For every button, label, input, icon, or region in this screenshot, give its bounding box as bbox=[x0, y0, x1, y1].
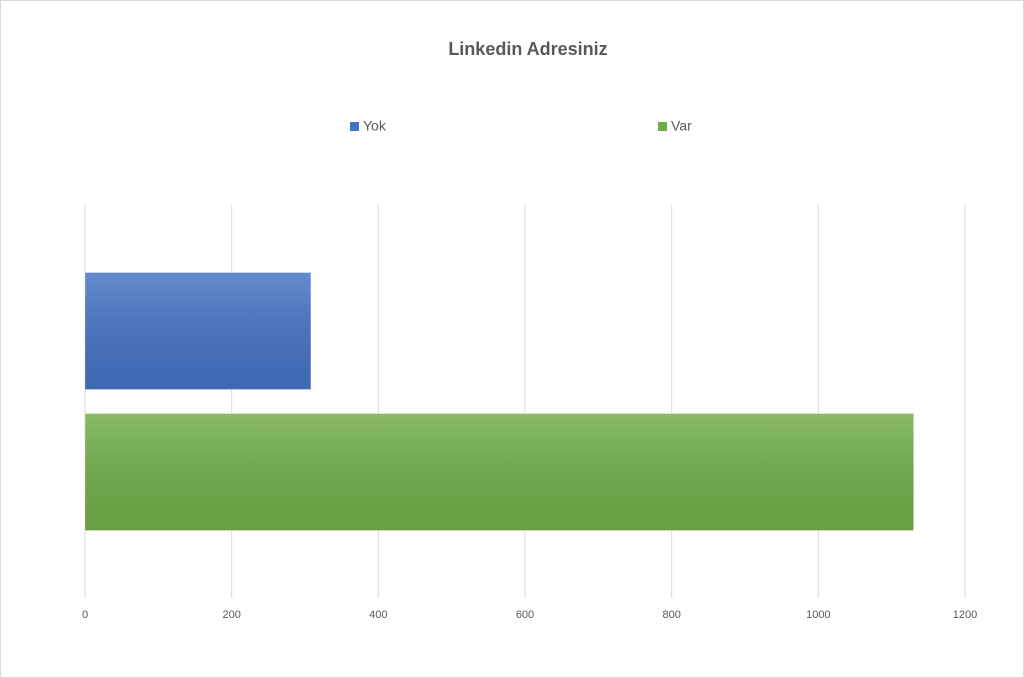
x-tick-label: 600 bbox=[516, 609, 534, 621]
x-tick-label: 1200 bbox=[953, 609, 977, 621]
chart-title: Linkedin Adresiniz bbox=[448, 39, 607, 59]
legend-swatch bbox=[658, 122, 667, 131]
x-tick-label: 400 bbox=[369, 609, 387, 621]
legend-label: Yok bbox=[363, 118, 387, 134]
x-tick-label: 0 bbox=[82, 609, 88, 621]
legend-swatch bbox=[350, 122, 359, 131]
legend-label: Var bbox=[671, 118, 692, 134]
x-tick-label: 200 bbox=[222, 609, 240, 621]
bar-sheen bbox=[85, 413, 914, 531]
bar-sheen bbox=[85, 272, 311, 390]
x-tick-label: 1000 bbox=[806, 609, 830, 621]
x-tick-label: 800 bbox=[662, 609, 680, 621]
